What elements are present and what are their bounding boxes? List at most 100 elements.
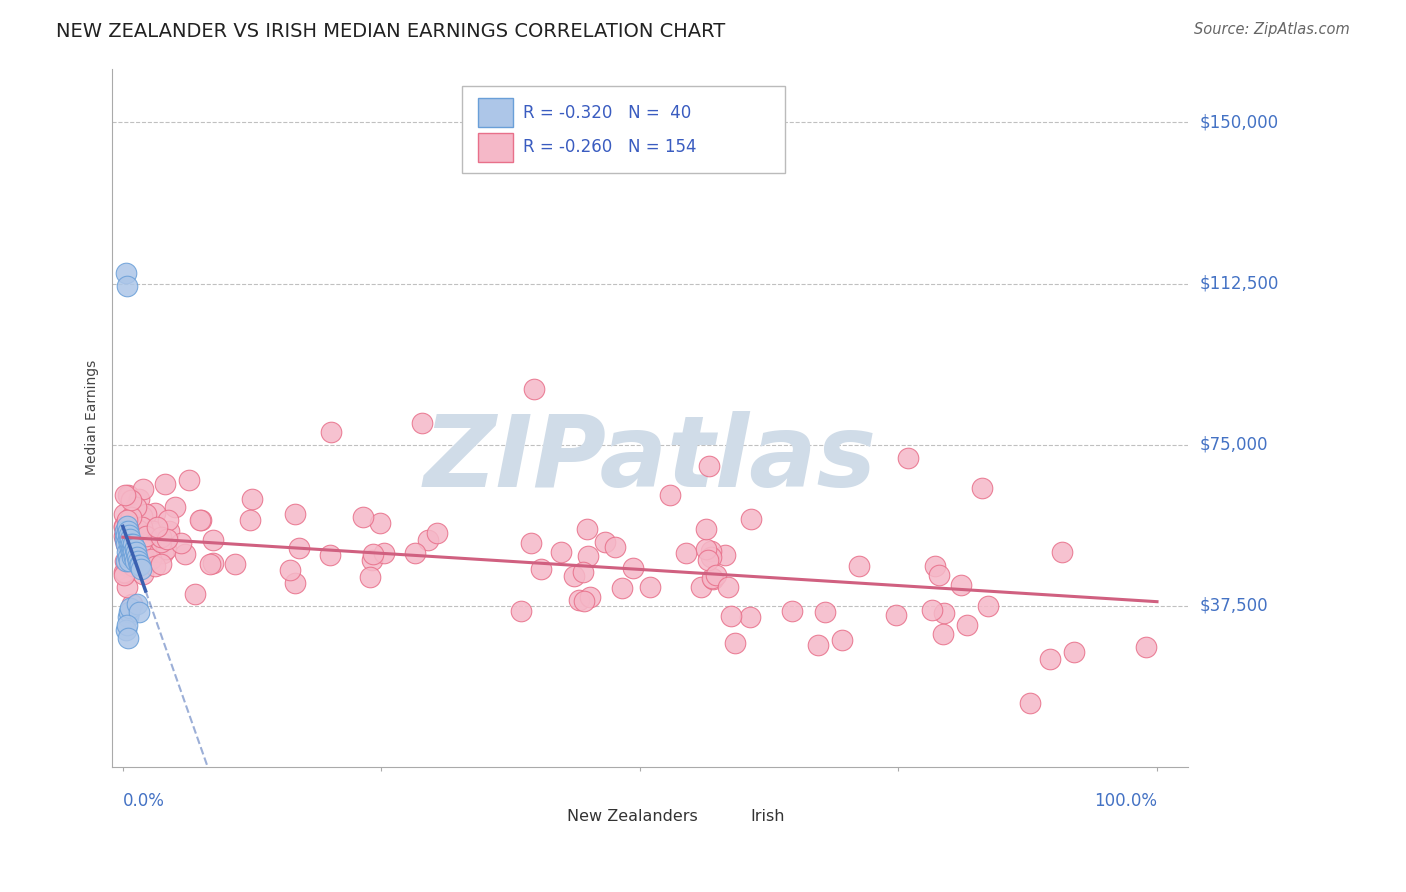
- Point: [120, 492, 142, 507]
- Point: [848, 559, 870, 574]
- Point: [118, 528, 141, 542]
- Point: [117, 516, 139, 530]
- Point: [131, 543, 153, 558]
- Point: [124, 520, 146, 534]
- Point: [145, 520, 167, 534]
- Point: [112, 568, 135, 582]
- Text: R = -0.260   N = 154: R = -0.260 N = 154: [523, 138, 697, 156]
- FancyBboxPatch shape: [524, 805, 564, 829]
- Point: [928, 568, 950, 582]
- Point: [118, 536, 141, 550]
- Point: [117, 524, 139, 538]
- Point: [188, 513, 211, 527]
- Point: [884, 607, 907, 622]
- Point: [1050, 544, 1073, 558]
- Point: [129, 536, 152, 550]
- Text: R = -0.320   N =  40: R = -0.320 N = 40: [523, 103, 692, 121]
- Point: [572, 565, 595, 579]
- Point: [121, 539, 143, 553]
- Point: [605, 540, 627, 554]
- Point: [373, 546, 395, 560]
- Point: [131, 509, 153, 524]
- Text: 100.0%: 100.0%: [1094, 792, 1157, 810]
- Point: [174, 547, 197, 561]
- Point: [128, 606, 150, 620]
- Point: [122, 536, 145, 550]
- Point: [120, 538, 142, 552]
- Point: [149, 557, 172, 571]
- Text: NEW ZEALANDER VS IRISH MEDIAN EARNINGS CORRELATION CHART: NEW ZEALANDER VS IRISH MEDIAN EARNINGS C…: [56, 22, 725, 41]
- Point: [120, 536, 142, 550]
- Point: [118, 554, 141, 568]
- Text: $112,500: $112,500: [1199, 275, 1278, 293]
- Point: [579, 590, 602, 604]
- Point: [1018, 696, 1040, 710]
- Point: [202, 533, 225, 547]
- Point: [127, 549, 149, 564]
- Point: [127, 554, 149, 568]
- Point: [124, 554, 146, 568]
- Point: [177, 473, 200, 487]
- Point: [190, 512, 212, 526]
- Point: [700, 544, 723, 558]
- Point: [117, 524, 139, 539]
- Point: [135, 533, 157, 547]
- Point: [117, 533, 139, 547]
- Point: [934, 607, 956, 621]
- Point: [155, 532, 177, 546]
- Point: [897, 450, 920, 465]
- Point: [115, 618, 138, 632]
- Point: [704, 568, 727, 582]
- Point: [122, 545, 145, 559]
- Point: [831, 632, 853, 647]
- Point: [724, 636, 747, 650]
- Point: [121, 533, 143, 548]
- Point: [112, 519, 135, 533]
- Point: [115, 559, 138, 574]
- Point: [129, 558, 152, 573]
- Point: [426, 526, 449, 541]
- Point: [572, 594, 595, 608]
- Point: [150, 530, 173, 544]
- Point: [114, 488, 136, 502]
- Point: [122, 553, 145, 567]
- Point: [717, 580, 740, 594]
- Point: [128, 491, 150, 506]
- Point: [127, 523, 149, 537]
- Point: [977, 599, 1000, 613]
- Point: [115, 278, 138, 293]
- FancyBboxPatch shape: [478, 133, 513, 162]
- Point: [135, 529, 157, 543]
- Point: [117, 521, 139, 535]
- Point: [238, 513, 260, 527]
- Point: [117, 488, 139, 502]
- Point: [128, 558, 150, 573]
- Point: [152, 546, 174, 560]
- Y-axis label: Median Earnings: Median Earnings: [86, 360, 100, 475]
- Point: [658, 488, 681, 502]
- Point: [131, 520, 153, 534]
- Point: [121, 597, 143, 611]
- Point: [509, 604, 531, 618]
- Point: [202, 556, 225, 570]
- Point: [319, 425, 342, 439]
- Point: [240, 491, 263, 506]
- Point: [117, 609, 139, 624]
- Point: [163, 500, 186, 514]
- Point: [127, 597, 149, 611]
- Point: [121, 549, 143, 564]
- Text: New Zealanders: New Zealanders: [568, 809, 699, 824]
- Point: [695, 522, 717, 536]
- Point: [136, 529, 159, 543]
- Point: [120, 541, 142, 555]
- Point: [361, 547, 384, 561]
- Point: [132, 482, 155, 496]
- Point: [121, 541, 143, 555]
- FancyBboxPatch shape: [707, 805, 747, 829]
- Text: 0.0%: 0.0%: [122, 792, 165, 810]
- Point: [621, 560, 644, 574]
- Point: [125, 545, 148, 559]
- Point: [124, 521, 146, 535]
- Point: [153, 476, 176, 491]
- Point: [118, 489, 141, 503]
